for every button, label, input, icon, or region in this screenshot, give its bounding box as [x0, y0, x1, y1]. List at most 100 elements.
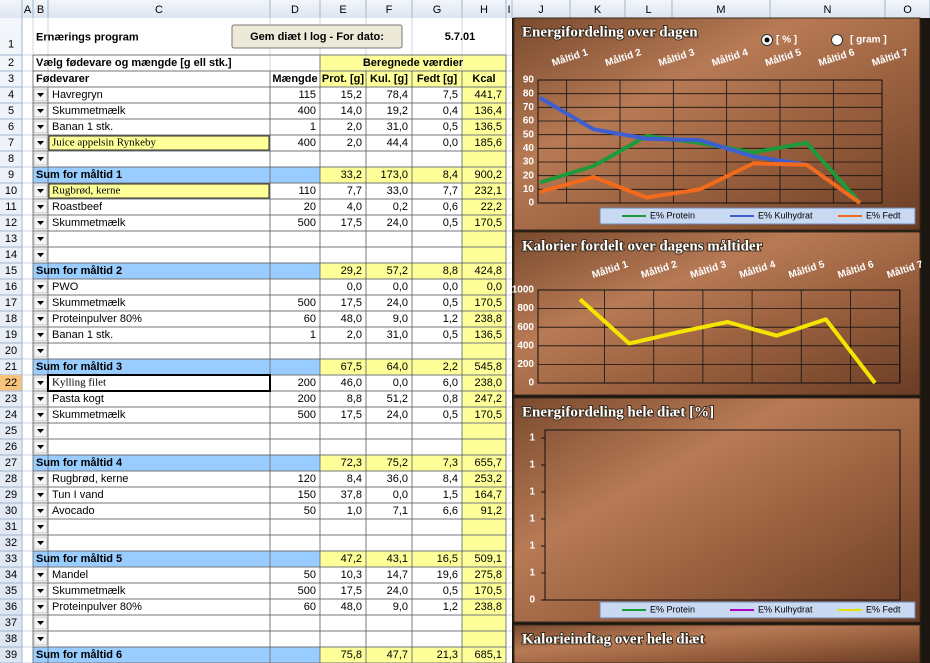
y-tick-label: 1000 — [512, 285, 535, 296]
series-line — [539, 134, 862, 205]
row-number: 3 — [8, 73, 14, 85]
row-number: 13 — [5, 233, 17, 245]
quantity: 115 — [298, 89, 316, 101]
quantity: 1 — [310, 121, 316, 133]
y-tick-label: 70 — [523, 102, 535, 113]
nutrient-value: 173,0 — [380, 169, 408, 181]
radio-label[interactable]: [ gram ] — [850, 35, 887, 46]
row-number: 30 — [5, 505, 17, 517]
column-title: Kul. [g] — [370, 73, 408, 85]
column-letter: K — [594, 4, 602, 16]
column-title: Kcal — [472, 73, 495, 85]
nutrient-value: 509,1 — [474, 553, 502, 565]
dropdown-arrow — [37, 301, 44, 305]
food-name: Roastbeef — [52, 201, 103, 213]
nutrient-value: 14,0 — [341, 105, 362, 117]
column-letter: N — [824, 4, 832, 16]
nutrient-value: 6,6 — [443, 505, 458, 517]
y-tick-label: 10 — [523, 184, 535, 195]
nutrient-value: 0,4 — [443, 105, 458, 117]
quantity: 500 — [298, 585, 316, 597]
column-letter: A — [24, 4, 32, 16]
nutrient-value: 0,5 — [443, 585, 458, 597]
sheet-title: Ernærings program — [36, 31, 139, 43]
food-name: Proteinpulver 80% — [52, 313, 142, 325]
quantity: 50 — [304, 505, 316, 517]
sum-label: Sum for måltid 5 — [36, 553, 122, 565]
y-tick-label: 1 — [529, 541, 535, 552]
column-letter: C — [155, 4, 163, 16]
food-name: Pasta kogt — [52, 393, 104, 405]
column-letter: H — [480, 4, 488, 16]
plot-frame — [544, 429, 901, 601]
row-number: 18 — [5, 313, 17, 325]
nutrient-value: 1,2 — [443, 601, 458, 613]
nutrient-value: 0,5 — [443, 121, 458, 133]
nutrient-value: 31,0 — [387, 329, 408, 341]
nutrient-value: 238,8 — [474, 601, 502, 613]
nutrient-value: 57,2 — [387, 265, 408, 277]
dropdown-arrow — [37, 157, 44, 161]
sum-label-fill — [33, 455, 320, 471]
row-number: 5 — [8, 105, 14, 117]
column-letter: L — [645, 4, 651, 16]
row-number: 32 — [5, 537, 17, 549]
nutrient-value: 136,4 — [474, 105, 502, 117]
nutrient-value: 247,2 — [474, 393, 502, 405]
column-letter: D — [291, 4, 299, 16]
nutrient-value: 19,6 — [437, 569, 458, 581]
row-number: 33 — [5, 553, 17, 565]
nutrient-value: 0,8 — [443, 393, 458, 405]
nutrient-value: 0,0 — [443, 137, 458, 149]
chart-title: Energifordeling over dagen — [522, 24, 698, 40]
row-number: 23 — [5, 393, 17, 405]
row-number: 15 — [5, 265, 17, 277]
y-tick-label: 90 — [523, 75, 535, 86]
nutrient-value: 46,0 — [341, 377, 362, 389]
nutrient-value: 8,8 — [347, 393, 362, 405]
dropdown-arrow — [37, 141, 44, 145]
nutrient-value: 47,2 — [341, 553, 362, 565]
nutrient-value: 0,5 — [443, 217, 458, 229]
nutrient-value: 136,5 — [474, 121, 502, 133]
chart-title: Kalorieindtag over hele diæt — [522, 631, 705, 647]
food-name: Avocado — [52, 505, 95, 517]
dropdown-arrow — [37, 93, 44, 97]
row-number: 14 — [5, 249, 17, 261]
quantity: 1 — [310, 329, 316, 341]
dropdown-arrow — [37, 445, 44, 449]
food-name: Rugbrød, kerne — [52, 473, 128, 485]
nutrient-value: 8,4 — [443, 169, 458, 181]
quantity: 200 — [298, 393, 316, 405]
quantity: 60 — [304, 313, 316, 325]
dropdown-arrow — [37, 253, 44, 257]
radio-label[interactable]: [ % ] — [776, 35, 797, 46]
nutrient-value: 7,7 — [347, 185, 362, 197]
y-tick-label: 400 — [517, 340, 534, 351]
column-letter: I — [507, 4, 510, 16]
nutrient-value: 685,1 — [474, 649, 502, 661]
dropdown-arrow — [37, 189, 44, 193]
row-header-bar — [0, 18, 22, 663]
quantity: 50 — [304, 569, 316, 581]
nutrient-value: 31,0 — [387, 121, 408, 133]
series-line — [539, 161, 862, 205]
radio-button[interactable] — [831, 34, 843, 46]
y-tick-label: 60 — [523, 116, 535, 127]
food-name: Tun I vand — [52, 489, 104, 501]
row-number: 16 — [5, 281, 17, 293]
nutrient-value: 7,1 — [393, 505, 408, 517]
quantity: 400 — [298, 105, 316, 117]
row-number: 10 — [5, 185, 17, 197]
save-button-label[interactable]: Gem diæt I log - For dato: — [250, 31, 384, 43]
nutrient-value: 64,0 — [387, 361, 408, 373]
nutrient-value: 2,0 — [347, 137, 362, 149]
chart-panel — [513, 624, 921, 663]
quantity: 120 — [298, 473, 316, 485]
quantity: 200 — [298, 377, 316, 389]
y-tick-label: 50 — [523, 129, 535, 140]
row-number: 35 — [5, 585, 17, 597]
legend-box — [599, 207, 916, 225]
nutrient-value: 136,5 — [474, 329, 502, 341]
nutrient-value: 44,4 — [387, 137, 408, 149]
